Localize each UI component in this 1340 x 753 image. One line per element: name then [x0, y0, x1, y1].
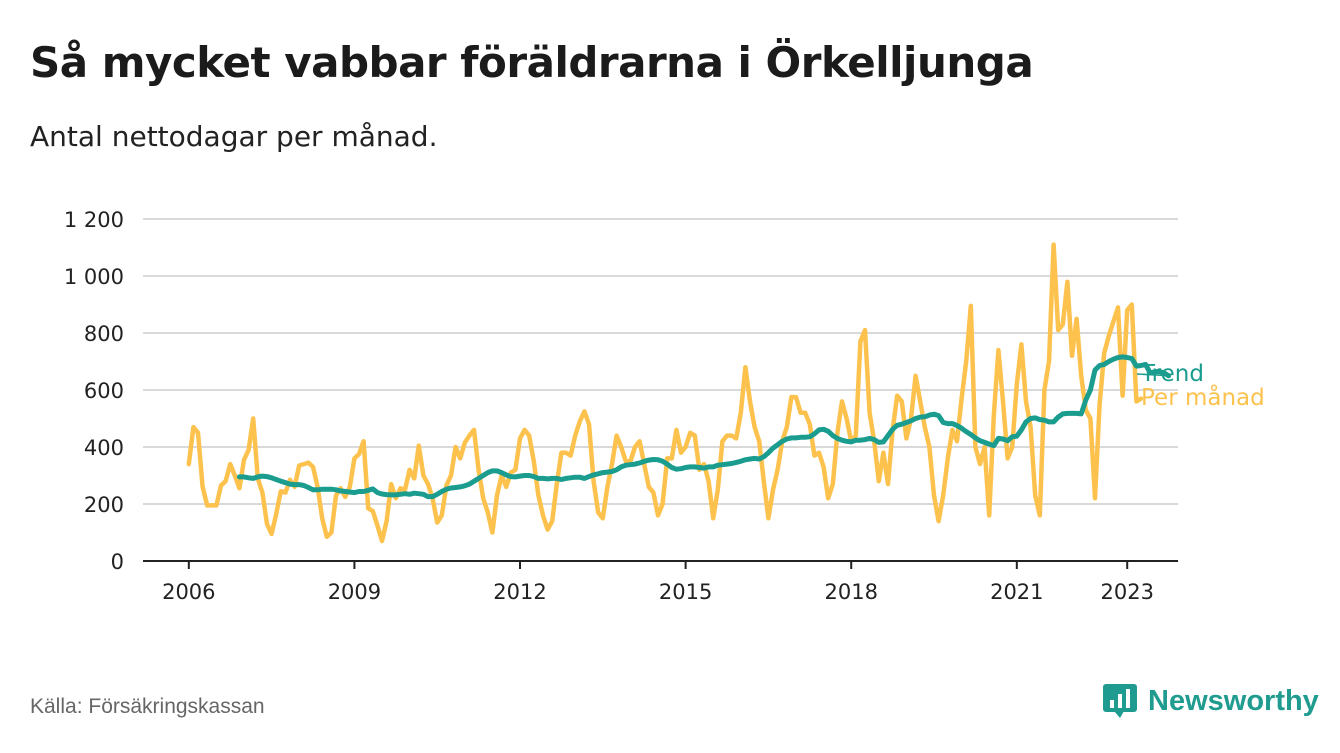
x-tick-label: 2012 [493, 580, 546, 604]
monthly-label-leader [1136, 397, 1144, 400]
y-tick-label: 800 [84, 322, 124, 346]
y-tick-label: 600 [84, 379, 124, 403]
monthly-series-line [186, 242, 1144, 544]
x-tick-label: 2009 [328, 580, 381, 604]
brand-name: Newsworthy [1148, 684, 1319, 717]
trend-series-label: Trend [1140, 361, 1204, 387]
x-tick-label: 2018 [824, 580, 877, 604]
y-tick-label: 1 200 [64, 208, 124, 232]
x-tick-label: 2015 [659, 580, 712, 604]
source-note: Källa: Försäkringskassan [30, 695, 265, 718]
x-tick-label: 2006 [162, 580, 215, 604]
axis-layer: 0 200 400 600 800 1 000 1 200 2006 2009 2012 2015 2… [64, 208, 1178, 604]
x-tick-label: 2023 [1100, 580, 1153, 604]
y-tick-label: 1 000 [64, 265, 124, 289]
y-tick-label: 400 [84, 436, 124, 460]
y-tick-label: 0 [111, 550, 124, 574]
chart-title: Så mycket vabbar föräldrarna i Örkelljun… [30, 38, 1034, 87]
chart-subtitle: Antal nettodagar per månad. [30, 120, 438, 153]
y-tick-label: 200 [84, 493, 124, 517]
line-chart: 0 200 400 600 800 1 000 1 200 2006 2009 2012 2015 2… [64, 208, 1265, 604]
series-layer [186, 242, 1172, 544]
trend-label-leader [1136, 373, 1171, 377]
monthly-series-label: Per månad [1141, 383, 1265, 411]
x-tick-label: 2021 [990, 580, 1043, 604]
trend-series-line [236, 354, 1172, 500]
brand[interactable]: Newsworthy [1102, 683, 1319, 719]
newsworthy-logo-icon [1103, 684, 1137, 718]
